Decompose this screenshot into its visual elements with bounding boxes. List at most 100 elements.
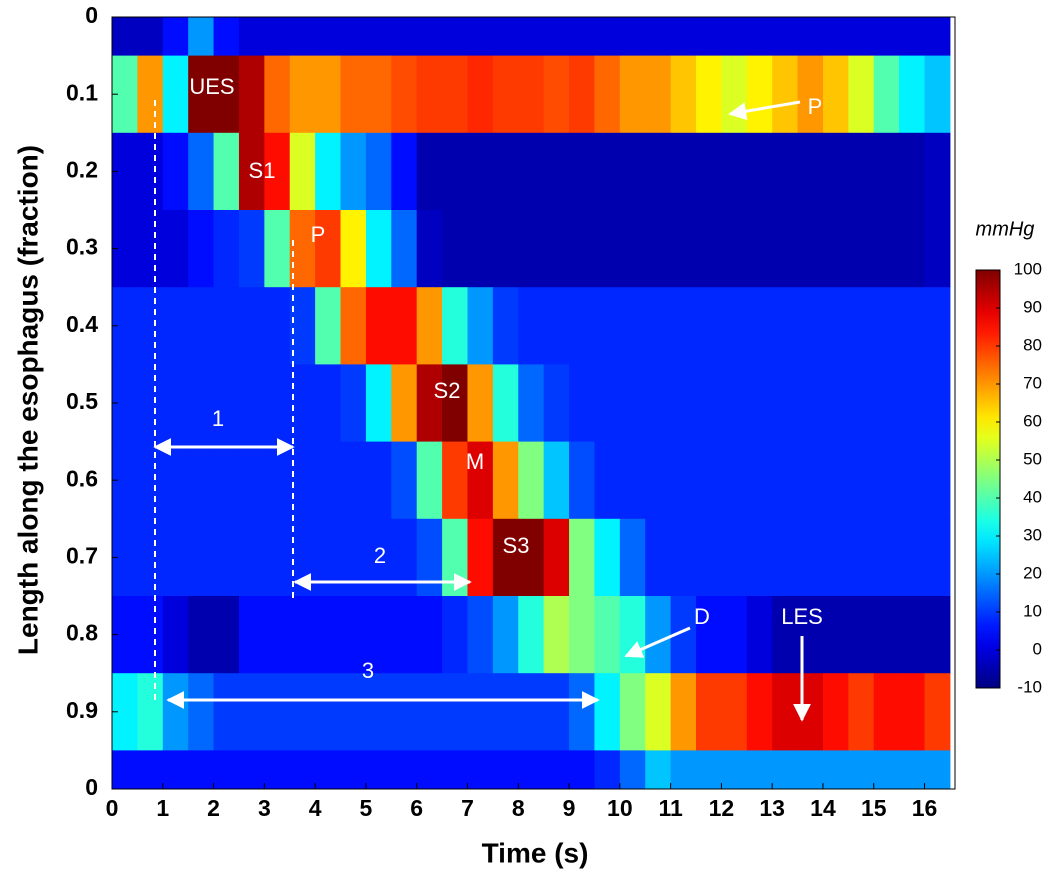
heat-cell bbox=[899, 17, 926, 57]
heat-cell bbox=[289, 673, 316, 751]
heat-cell bbox=[137, 17, 164, 57]
heat-cell bbox=[340, 17, 367, 57]
y-tick-label: 0.4 bbox=[66, 311, 98, 337]
heat-cell bbox=[162, 287, 189, 365]
x-tick-label: 7 bbox=[461, 795, 474, 821]
heat-cell bbox=[772, 17, 799, 57]
heat-cell bbox=[315, 364, 342, 443]
colorbar-tick-label: 70 bbox=[1023, 373, 1042, 392]
x-tick-label: 3 bbox=[258, 795, 271, 821]
heat-cell bbox=[289, 287, 316, 365]
heat-cell bbox=[137, 750, 164, 790]
y-tick-label: 0.9 bbox=[66, 697, 98, 723]
heat-cell bbox=[442, 17, 468, 57]
heat-cell bbox=[899, 55, 926, 134]
y-tick-label: 0.3 bbox=[66, 234, 98, 260]
heat-cell bbox=[619, 441, 646, 520]
heat-cell bbox=[696, 673, 722, 751]
heat-cell bbox=[340, 55, 367, 134]
heat-cell bbox=[315, 17, 342, 57]
heat-cell bbox=[848, 518, 875, 597]
heat-cell bbox=[391, 596, 418, 674]
heat-cell bbox=[238, 441, 265, 520]
heat-cell bbox=[340, 364, 367, 443]
heat-cell bbox=[645, 287, 672, 365]
heat-cell bbox=[848, 17, 875, 57]
heat-cell bbox=[238, 596, 265, 674]
heat-cell bbox=[899, 132, 926, 211]
heat-cell bbox=[645, 673, 672, 751]
heat-cell bbox=[467, 210, 494, 288]
heat-cell bbox=[645, 55, 672, 134]
annotation: UES bbox=[189, 74, 234, 99]
heat-cell bbox=[873, 210, 900, 288]
heat-cell bbox=[873, 364, 900, 443]
heat-cell bbox=[365, 673, 392, 751]
heat-cell bbox=[696, 518, 722, 597]
colorbar bbox=[975, 269, 1001, 689]
annotation: D bbox=[694, 604, 710, 629]
heat-cell bbox=[797, 364, 824, 443]
heat-cell bbox=[645, 518, 672, 597]
heat-cell bbox=[569, 210, 595, 288]
heat-cell bbox=[391, 750, 418, 790]
heat-cell bbox=[365, 287, 392, 365]
annotation-arrow bbox=[624, 626, 691, 658]
heat-cell bbox=[518, 55, 545, 134]
heat-cell bbox=[670, 441, 697, 520]
heat-cell bbox=[696, 17, 722, 57]
heat-cell bbox=[137, 596, 164, 674]
heat-cell bbox=[746, 55, 773, 134]
heat-cell bbox=[289, 750, 316, 790]
heat-cell bbox=[416, 364, 443, 443]
heat-cell bbox=[899, 596, 926, 674]
heat-cell bbox=[162, 364, 189, 443]
heat-cell bbox=[848, 210, 875, 288]
heat-cell bbox=[391, 441, 418, 520]
heat-cell bbox=[696, 55, 722, 134]
colorbar-tick-label: 30 bbox=[1023, 525, 1042, 544]
heat-cell bbox=[442, 750, 468, 790]
heat-cell bbox=[442, 55, 468, 134]
heat-cell bbox=[822, 673, 849, 751]
y-tick-label: 0.7 bbox=[66, 542, 98, 568]
heat-cell bbox=[670, 287, 697, 365]
y-tick-label: 0.6 bbox=[66, 465, 98, 491]
heat-cell bbox=[391, 132, 418, 211]
heat-cell bbox=[569, 441, 595, 520]
heat-cell bbox=[670, 210, 697, 288]
heat-cell bbox=[492, 441, 519, 520]
heat-cell bbox=[543, 518, 570, 597]
heat-cell bbox=[238, 673, 265, 751]
heat-cell bbox=[594, 132, 621, 211]
heat-cell bbox=[162, 750, 189, 790]
heat-cell bbox=[594, 441, 621, 520]
heat-cell bbox=[619, 596, 646, 674]
heat-cell bbox=[873, 287, 900, 365]
heat-cell bbox=[797, 287, 824, 365]
heat-cell bbox=[188, 596, 215, 674]
heat-cell bbox=[848, 673, 875, 751]
colorbar-tick-label: 60 bbox=[1023, 411, 1042, 430]
heat-cell bbox=[569, 55, 595, 134]
heat-cell bbox=[467, 518, 494, 597]
heat-cell bbox=[645, 17, 672, 57]
heat-cell bbox=[873, 673, 900, 751]
heat-cell bbox=[238, 287, 265, 365]
heat-cell bbox=[416, 55, 443, 134]
heat-cell bbox=[416, 287, 443, 365]
annotation: S2 bbox=[434, 378, 461, 403]
heat-cell bbox=[772, 673, 799, 751]
heat-cell bbox=[899, 364, 926, 443]
x-tick-label: 2 bbox=[207, 795, 220, 821]
heat-cell bbox=[492, 518, 519, 597]
heat-cell bbox=[848, 55, 875, 134]
colorbar-tick-label: -10 bbox=[1017, 677, 1042, 696]
heat-cell bbox=[213, 518, 240, 597]
heat-cell bbox=[746, 750, 773, 790]
annotation: LES bbox=[781, 604, 823, 629]
heat-cell bbox=[670, 750, 697, 790]
heat-cell bbox=[289, 210, 316, 288]
heat-cell bbox=[416, 441, 443, 520]
heat-cell bbox=[924, 518, 951, 597]
